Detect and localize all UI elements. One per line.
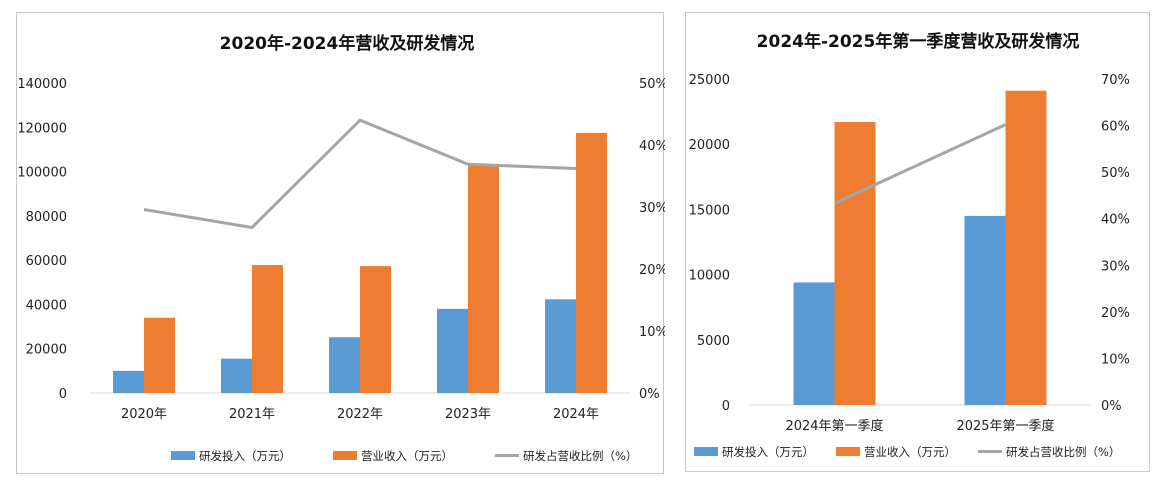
chart-panel-quarterly: 2024年-2025年第一季度营收及研发情况 0 5000 10000 15000 200… [685, 12, 1150, 472]
rd-investment-bar [793, 282, 835, 405]
revenue-bar [1005, 90, 1047, 406]
legend-label: 研发投入（万元） [722, 445, 814, 459]
legend-label: 研发投入（万元） [199, 449, 291, 463]
legend-label: 研发占营收比例（%） [523, 449, 637, 463]
revenue-bar [252, 265, 283, 393]
chart-title: 2020年-2024年营收及研发情况 [220, 33, 475, 54]
rd-investment-bar [221, 358, 252, 393]
rd-investment-bar [113, 370, 144, 393]
y-tick-label: 80000 [26, 210, 67, 225]
chart-title: 2024年-2025年第一季度营收及研发情况 [757, 31, 1080, 52]
y-tick-label: 140000 [17, 77, 67, 92]
y-tick-label: 10000 [689, 269, 730, 284]
rd-investment-bar [329, 337, 360, 393]
y2-tick-label: 0% [1101, 399, 1122, 414]
y-tick-label: 5000 [697, 334, 730, 349]
y-tick-label: 15000 [689, 203, 730, 218]
y2-tick-label: 30% [1101, 259, 1130, 274]
y2-tick-label: 40% [639, 139, 665, 154]
x-category-label: 2021年 [229, 407, 275, 422]
ratio-line [143, 118, 577, 230]
y-tick-label: 60000 [26, 254, 67, 269]
y-tick-label: 0 [722, 399, 730, 414]
y-tick-label: 120000 [17, 121, 67, 136]
annual-chart-svg: 2020年-2024年营收及研发情况 0 20000 40000 60000 80000 1… [17, 33, 665, 463]
legend-swatch-rd [694, 447, 718, 456]
y2-tick-label: 20% [1101, 306, 1130, 321]
x-category-label: 2024年 [553, 407, 599, 422]
y-tick-label: 20000 [689, 138, 730, 153]
revenue-bar [576, 132, 607, 394]
rd-investment-bar [437, 308, 468, 393]
revenue-bar [360, 266, 391, 393]
y2-tick-label: 10% [639, 325, 665, 340]
legend-label: 营业收入（万元） [864, 445, 956, 459]
x-category-label: 2022年 [337, 407, 383, 422]
x-category-label: 2024年第一季度 [785, 418, 883, 434]
y2-tick-label: 0% [639, 387, 660, 402]
y-tick-label: 40000 [26, 298, 67, 313]
y2-tick-label: 50% [639, 77, 665, 92]
legend-label: 研发占营收比例（%） [1006, 445, 1120, 459]
y2-tick-label: 20% [639, 263, 665, 278]
quarterly-chart-svg: 2024年-2025年第一季度营收及研发情况 0 5000 10000 15000 200… [689, 31, 1130, 459]
revenue-bar [834, 122, 876, 406]
y-tick-label: 0 [59, 387, 67, 402]
legend-label: 营业收入（万元） [361, 449, 453, 463]
legend-swatch-revenue [836, 447, 860, 456]
y-tick-label: 100000 [17, 166, 67, 181]
x-category-label: 2023年 [445, 407, 491, 422]
legend-swatch-rd [171, 451, 195, 460]
x-category-label: 2020年 [121, 407, 167, 422]
ratio-line [833, 123, 1007, 205]
chart-panel-annual: 2020年-2024年营收及研发情况 0 20000 40000 60000 80000 1… [16, 12, 665, 474]
y2-tick-label: 30% [639, 201, 665, 216]
y2-tick-label: 70% [1101, 73, 1130, 88]
y-tick-label: 25000 [689, 73, 730, 88]
y-tick-label: 20000 [26, 343, 67, 358]
y2-tick-label: 10% [1101, 352, 1130, 367]
rd-investment-bar [964, 215, 1006, 405]
rd-investment-bar [545, 299, 576, 393]
revenue-bar [468, 164, 499, 393]
y2-tick-label: 40% [1101, 213, 1130, 228]
legend-swatch-revenue [333, 451, 357, 460]
x-category-label: 2025年第一季度 [956, 418, 1054, 434]
revenue-bar [144, 317, 175, 393]
y2-tick-label: 60% [1101, 120, 1130, 135]
y2-tick-label: 50% [1101, 166, 1130, 181]
